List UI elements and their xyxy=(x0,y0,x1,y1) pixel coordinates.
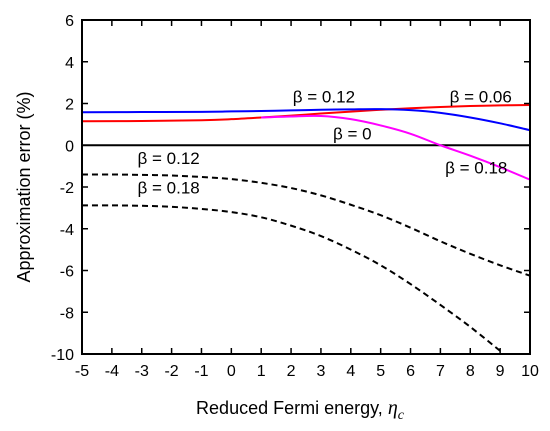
x-axis-title-subscript: c xyxy=(398,408,405,423)
y-tick-label: 2 xyxy=(65,97,74,114)
x-tick-label: 0 xyxy=(227,363,236,380)
y-tick-label: 4 xyxy=(65,55,74,72)
y-tick-label: 6 xyxy=(65,13,74,30)
x-tick-label: 3 xyxy=(316,363,325,380)
y-tick-label: -10 xyxy=(51,347,74,364)
y-tick-label: -2 xyxy=(60,180,74,197)
x-tick-label: 10 xyxy=(521,363,539,380)
series-layer xyxy=(82,103,530,352)
x-axis-title-text: Reduced Fermi energy, xyxy=(196,398,388,418)
x-tick-label: 4 xyxy=(346,363,355,380)
series-annotation-1: β = 0.06 xyxy=(450,87,512,106)
x-tick-label: -5 xyxy=(75,363,89,380)
x-axis-title-symbol: η xyxy=(388,397,398,419)
x-tick-label: 9 xyxy=(496,363,505,380)
x-tick-label: 1 xyxy=(257,363,266,380)
series-line-4 xyxy=(82,173,530,277)
y-tick-label: -8 xyxy=(60,305,74,322)
y-tick-label: -4 xyxy=(60,222,74,239)
series-annotation-0: β = 0.12 xyxy=(293,87,355,106)
series-annotation-2: β = 0 xyxy=(333,124,372,143)
x-tick-label: -1 xyxy=(194,363,208,380)
y-axis-title: Approximation error (%) xyxy=(14,91,34,282)
x-tick-label: 5 xyxy=(376,363,385,380)
plot-frame xyxy=(81,19,531,355)
x-tick-label: 8 xyxy=(466,363,475,380)
y-tick-label: -6 xyxy=(60,264,74,281)
series-line-3 xyxy=(261,114,530,181)
annotation-layer: β = 0.12 β = 0.06 β = 0 β = 0.18 β = 0.12 β =… xyxy=(137,87,511,197)
x-tick-label: -3 xyxy=(135,363,149,380)
x-tick-label: 6 xyxy=(406,363,415,380)
x-tick-label: -2 xyxy=(164,363,178,380)
series-annotation-4: β = 0.12 xyxy=(137,149,199,168)
x-axis-title: Reduced Fermi energy, ηc xyxy=(196,397,405,423)
x-tick-label: -4 xyxy=(105,363,119,380)
y-tick-label: 0 xyxy=(65,138,74,155)
series-line-5 xyxy=(82,204,501,352)
series-line-2 xyxy=(82,108,530,132)
series-annotation-5: β = 0.18 xyxy=(137,178,199,197)
series-line-1 xyxy=(82,103,530,123)
x-tick-label: 2 xyxy=(287,363,296,380)
x-tick-label: 7 xyxy=(436,363,445,380)
series-annotation-3: β = 0.18 xyxy=(445,158,507,177)
